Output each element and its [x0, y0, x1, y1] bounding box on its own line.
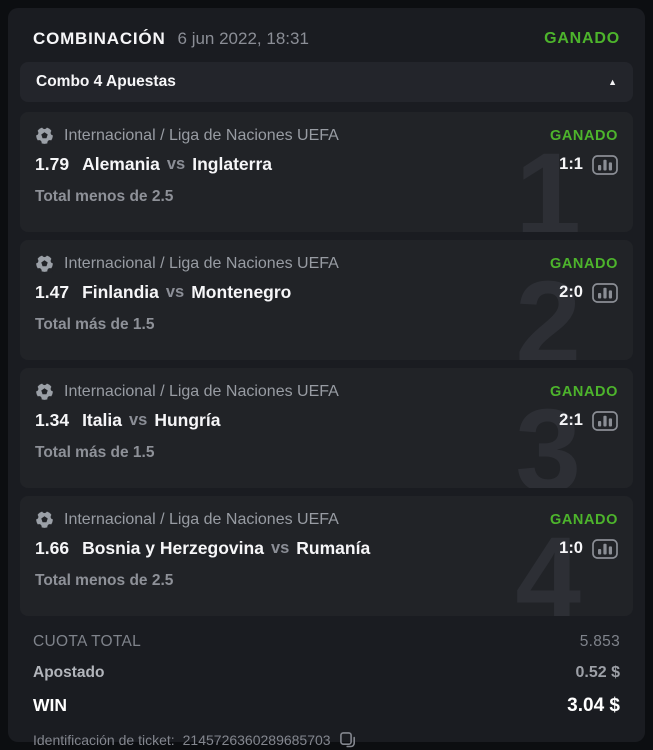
bet-match-row: 1.66 Bosnia y Herzegovina vs Rumanía 1:0	[35, 538, 618, 559]
bet-match-row: 1.47 Finlandia vs Montenegro 2:0	[35, 282, 618, 303]
home-team: Italia	[82, 410, 122, 430]
win-value: 3.04 $	[567, 695, 620, 716]
bet-index-watermark: 4	[515, 513, 581, 616]
bet-league: Internacional / Liga de Naciones UEFA	[64, 126, 339, 144]
staked-value: 0.52 $	[575, 664, 620, 681]
bet-league-row: Internacional / Liga de Naciones UEFA GA…	[35, 254, 618, 273]
copy-icon	[339, 732, 355, 748]
away-team: Rumanía	[296, 538, 371, 558]
chevron-up-icon: ▲	[608, 76, 617, 87]
vs-separator: vs	[165, 283, 185, 301]
bet-item-4: 4 Internacional / Liga de Naciones UEFA …	[20, 496, 633, 616]
ticket-id-value: 2145726360289685703	[182, 731, 331, 748]
bet-league: Internacional / Liga de Naciones UEFA	[64, 254, 339, 272]
home-team: Finlandia	[82, 282, 159, 302]
combo-label: Combo 4 Apuestas	[36, 73, 176, 90]
staked-row: Apostado 0.52 $	[33, 664, 620, 682]
bet-market: Total menos de 2.5	[35, 572, 174, 589]
soccer-ball-icon	[35, 510, 54, 529]
bet-odds: 1.79	[35, 154, 70, 174]
bar-chart-icon	[592, 538, 618, 559]
away-team: Inglaterra	[192, 154, 272, 174]
bet-status-badge: GANADO	[549, 255, 618, 272]
ticket-id-row: Identificación de ticket: 21457263602896…	[33, 731, 620, 748]
match-score: 1:1	[559, 155, 583, 173]
match-stats-button[interactable]	[592, 410, 618, 431]
bet-list: 1 Internacional / Liga de Naciones UEFA …	[20, 112, 633, 616]
home-team: Bosnia y Herzegovina	[82, 538, 264, 558]
win-label: WIN	[33, 695, 68, 715]
bet-status-badge: GANADO	[549, 127, 618, 144]
combo-collapse-bar[interactable]: Combo 4 Apuestas ▲	[20, 62, 633, 102]
bet-market: Total menos de 2.5	[35, 188, 174, 205]
total-odds-label: CUOTA TOTAL	[33, 633, 142, 650]
bet-match-row: 1.79 Alemania vs Inglaterra 1:1	[35, 154, 618, 175]
bar-chart-icon	[592, 282, 618, 303]
bet-index-watermark: 3	[515, 385, 581, 488]
bet-league-row: Internacional / Liga de Naciones UEFA GA…	[35, 126, 618, 145]
bet-item-2: 2 Internacional / Liga de Naciones UEFA …	[20, 240, 633, 360]
bet-index-watermark: 1	[515, 129, 581, 232]
bet-status-badge: GANADO	[549, 511, 618, 528]
match-stats-button[interactable]	[592, 154, 618, 175]
bet-league-row: Internacional / Liga de Naciones UEFA GA…	[35, 382, 618, 401]
copy-ticket-id-button[interactable]	[339, 731, 356, 748]
match-score: 2:0	[559, 283, 583, 301]
total-odds-value: 5.853	[579, 633, 620, 650]
ticket-datetime: 6 jun 2022, 18:31	[177, 29, 309, 48]
ticket-id-label: Identificación de ticket:	[33, 731, 175, 748]
match-score: 1:0	[559, 539, 583, 557]
match-score: 2:1	[559, 411, 583, 429]
ticket-summary: CUOTA TOTAL 5.853 Apostado 0.52 $ WIN 3.…	[20, 616, 633, 748]
win-row: WIN 3.04 $	[33, 695, 620, 717]
bet-odds: 1.66	[35, 538, 70, 558]
vs-separator: vs	[166, 155, 186, 173]
total-odds-row: CUOTA TOTAL 5.853	[33, 633, 620, 651]
ticket-type-title: COMBINACIÓN	[33, 29, 166, 48]
soccer-ball-icon	[35, 382, 54, 401]
away-team: Montenegro	[191, 282, 292, 302]
bar-chart-icon	[592, 154, 618, 175]
soccer-ball-icon	[35, 126, 54, 145]
bet-odds: 1.47	[35, 282, 70, 302]
vs-separator: vs	[270, 539, 290, 557]
bet-league-row: Internacional / Liga de Naciones UEFA GA…	[35, 510, 618, 529]
ticket-status-badge: GANADO	[544, 30, 620, 47]
bet-ticket-card: COMBINACIÓN 6 jun 2022, 18:31 GANADO Com…	[8, 8, 645, 748]
bar-chart-icon	[592, 410, 618, 431]
away-team: Hungría	[154, 410, 221, 430]
bet-item-3: 3 Internacional / Liga de Naciones UEFA …	[20, 368, 633, 488]
staked-label: Apostado	[33, 664, 105, 681]
home-team: Alemania	[82, 154, 160, 174]
bet-market: Total más de 1.5	[35, 444, 155, 461]
bet-market: Total más de 1.5	[35, 316, 155, 333]
bet-match-row: 1.34 Italia vs Hungría 2:1	[35, 410, 618, 431]
bet-status-badge: GANADO	[549, 383, 618, 400]
bet-league: Internacional / Liga de Naciones UEFA	[64, 510, 339, 528]
soccer-ball-icon	[35, 254, 54, 273]
match-stats-button[interactable]	[592, 282, 618, 303]
ticket-header: COMBINACIÓN 6 jun 2022, 18:31 GANADO	[20, 8, 633, 62]
bet-item-1: 1 Internacional / Liga de Naciones UEFA …	[20, 112, 633, 232]
vs-separator: vs	[128, 411, 148, 429]
match-stats-button[interactable]	[592, 538, 618, 559]
bet-league: Internacional / Liga de Naciones UEFA	[64, 382, 339, 400]
bet-index-watermark: 2	[515, 257, 581, 360]
bet-odds: 1.34	[35, 410, 70, 430]
